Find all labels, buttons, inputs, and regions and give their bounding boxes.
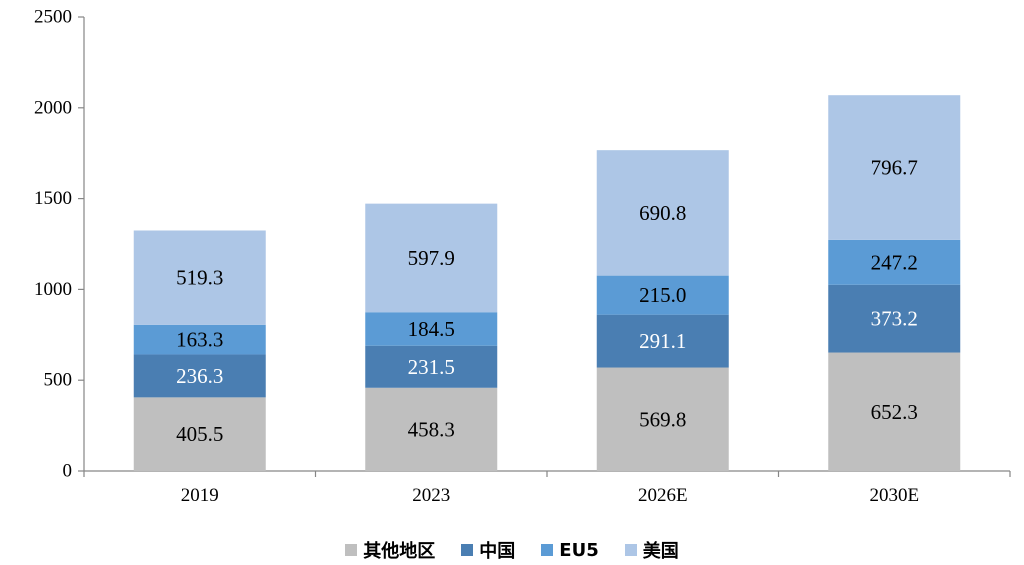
y-axis-ticks: 0 500 1000 1500 2000 2500 <box>34 7 84 482</box>
bar-segment <box>133 324 266 355</box>
bar-segment <box>828 239 961 285</box>
data-label: 597.9 <box>408 246 455 270</box>
bar-segment <box>828 95 961 240</box>
bar-segment <box>365 203 498 313</box>
legend-item: 其他地区 <box>345 537 435 563</box>
data-label: 163.3 <box>176 328 223 352</box>
bar-segment <box>365 387 498 471</box>
data-label: 215.0 <box>639 283 686 307</box>
data-label: 184.5 <box>408 317 455 341</box>
data-label: 458.3 <box>408 417 455 441</box>
data-label: 519.3 <box>176 266 223 290</box>
legend-label: 美国 <box>642 541 679 562</box>
x-tick-label: 2023 <box>412 485 450 506</box>
bar-segment <box>133 230 266 325</box>
data-label: 796.7 <box>871 156 918 180</box>
data-label: 690.8 <box>639 201 686 225</box>
data-label: 231.5 <box>408 355 455 379</box>
bar-segment <box>828 284 961 353</box>
bar-segment <box>596 367 729 471</box>
bar-segment <box>596 275 729 315</box>
data-label: 373.2 <box>871 307 918 331</box>
bar-segment <box>828 352 961 471</box>
bar-segment <box>596 314 729 368</box>
legend-swatch <box>345 544 358 556</box>
data-label: 291.1 <box>639 329 686 353</box>
bars: 405.5 236.3 163.3 519.3 458.3 231.5 184.5 597.9… <box>133 95 961 471</box>
chart-legend: 其他地区 中国 EU5 美国 <box>0 535 1024 565</box>
y-tick-label: 1500 <box>34 188 72 209</box>
legend-swatch <box>461 544 474 556</box>
legend-swatch <box>541 544 554 556</box>
data-label: 236.3 <box>176 364 223 388</box>
bar-segment <box>596 150 729 276</box>
bar-segment <box>133 397 266 471</box>
legend-label: 中国 <box>479 541 516 562</box>
x-axis-ticks: 2019 2023 2026E 2030E <box>83 471 1011 506</box>
legend-label: EU5 <box>559 539 599 561</box>
y-tick-label: 500 <box>44 370 73 391</box>
legend-item: 中国 <box>461 537 515 563</box>
bar-segment <box>365 345 498 388</box>
y-tick-label: 1000 <box>34 279 72 300</box>
legend-item: 美国 <box>624 537 679 563</box>
data-label: 405.5 <box>176 422 223 446</box>
legend-label: 其他地区 <box>363 541 436 562</box>
x-tick-label: 2026E <box>638 485 688 506</box>
x-tick-label: 2030E <box>869 485 919 506</box>
y-tick-label: 0 <box>63 461 73 482</box>
bar-segment <box>365 312 498 346</box>
bar-segment <box>133 354 266 398</box>
data-label: 569.8 <box>639 407 686 431</box>
data-label: 247.2 <box>871 250 918 274</box>
legend-swatch <box>624 544 637 556</box>
x-tick-label: 2019 <box>181 485 219 506</box>
legend-item: EU5 <box>541 539 599 561</box>
y-tick-label: 2500 <box>34 7 72 28</box>
data-label: 652.3 <box>871 400 918 424</box>
y-tick-label: 2000 <box>34 97 72 118</box>
